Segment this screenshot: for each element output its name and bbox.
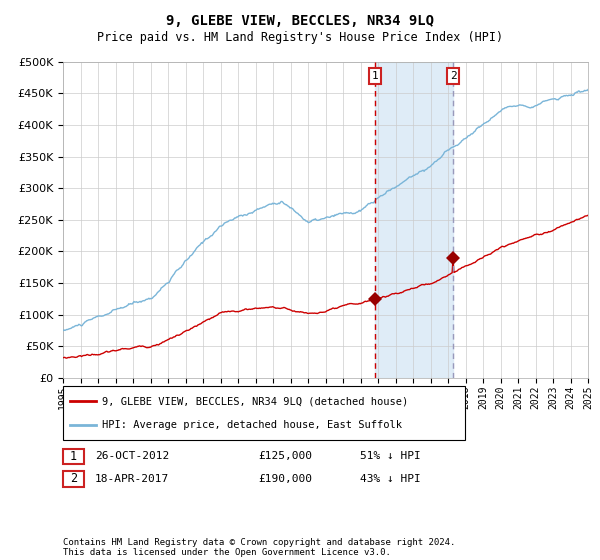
Text: 26-OCT-2012: 26-OCT-2012 (95, 451, 169, 461)
Text: HPI: Average price, detached house, East Suffolk: HPI: Average price, detached house, East… (102, 419, 402, 430)
Text: £190,000: £190,000 (258, 474, 312, 484)
Text: £125,000: £125,000 (258, 451, 312, 461)
Text: 43% ↓ HPI: 43% ↓ HPI (360, 474, 421, 484)
Text: Contains HM Land Registry data © Crown copyright and database right 2024.
This d: Contains HM Land Registry data © Crown c… (63, 538, 455, 557)
Text: 1: 1 (371, 71, 378, 81)
Text: 51% ↓ HPI: 51% ↓ HPI (360, 451, 421, 461)
Text: Price paid vs. HM Land Registry's House Price Index (HPI): Price paid vs. HM Land Registry's House … (97, 31, 503, 44)
Text: 9, GLEBE VIEW, BECCLES, NR34 9LQ (detached house): 9, GLEBE VIEW, BECCLES, NR34 9LQ (detach… (102, 396, 408, 407)
Text: 2: 2 (70, 472, 77, 486)
Text: 2: 2 (450, 71, 457, 81)
Text: 9, GLEBE VIEW, BECCLES, NR34 9LQ: 9, GLEBE VIEW, BECCLES, NR34 9LQ (166, 14, 434, 28)
Text: 18-APR-2017: 18-APR-2017 (95, 474, 169, 484)
Bar (375, 62, 453, 378)
Text: 1: 1 (70, 450, 77, 463)
